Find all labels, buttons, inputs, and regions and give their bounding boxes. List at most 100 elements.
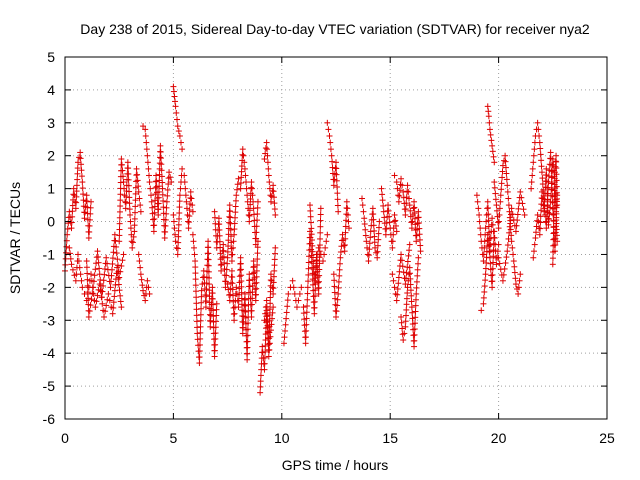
data-point xyxy=(162,216,169,223)
data-point xyxy=(217,244,224,251)
data-point xyxy=(395,274,402,281)
data-point xyxy=(125,176,132,183)
x-tick-label: 5 xyxy=(170,430,178,446)
data-point xyxy=(94,292,101,299)
data-point xyxy=(111,231,118,238)
data-point xyxy=(528,185,535,192)
data-point xyxy=(64,225,71,232)
data-point xyxy=(313,258,320,265)
data-point xyxy=(366,246,373,253)
data-point xyxy=(74,165,81,172)
data-point xyxy=(534,211,541,218)
data-point xyxy=(553,232,560,239)
data-point xyxy=(140,123,147,130)
data-point xyxy=(341,248,348,255)
data-point xyxy=(248,179,255,186)
data-point xyxy=(155,200,162,207)
data-point xyxy=(365,252,372,259)
data-point xyxy=(163,198,170,205)
data-point xyxy=(408,219,415,226)
data-point xyxy=(92,304,99,311)
data-point xyxy=(305,259,312,266)
data-point xyxy=(341,241,348,248)
data-point xyxy=(399,182,406,189)
data-point xyxy=(261,317,268,324)
data-point xyxy=(553,226,560,233)
data-point xyxy=(192,288,199,295)
data-point xyxy=(544,196,551,203)
data-point xyxy=(244,344,251,351)
data-point xyxy=(343,198,350,205)
data-point xyxy=(197,311,204,318)
data-point xyxy=(400,269,407,276)
data-point xyxy=(314,274,321,281)
data-point xyxy=(335,278,342,285)
data-point xyxy=(192,258,199,265)
data-point xyxy=(263,139,270,146)
data-point xyxy=(515,284,522,291)
data-point xyxy=(212,335,219,342)
data-point xyxy=(179,146,186,153)
data-point xyxy=(246,218,253,225)
data-point xyxy=(69,208,76,215)
data-point xyxy=(227,291,234,298)
data-point xyxy=(99,300,106,307)
data-point xyxy=(95,253,102,260)
data-point xyxy=(370,211,377,218)
data-point xyxy=(216,238,223,245)
data-point xyxy=(135,183,142,190)
data-point xyxy=(501,265,508,272)
data-point xyxy=(188,195,195,202)
data-point xyxy=(553,171,560,178)
data-point xyxy=(476,218,483,225)
data-point xyxy=(494,248,501,255)
data-point xyxy=(415,214,422,221)
data-point xyxy=(538,163,545,170)
data-point xyxy=(317,235,324,242)
data-point xyxy=(253,291,260,298)
data-point xyxy=(380,202,387,209)
data-point xyxy=(335,208,342,215)
data-point xyxy=(86,308,93,315)
data-point xyxy=(92,266,99,273)
data-point xyxy=(237,185,244,192)
data-point xyxy=(232,197,239,204)
data-point xyxy=(486,254,493,261)
data-point xyxy=(118,161,125,168)
data-point xyxy=(371,227,378,234)
data-point xyxy=(383,225,390,232)
data-point xyxy=(182,185,189,192)
data-point xyxy=(104,260,111,267)
data-point xyxy=(113,243,120,250)
data-point xyxy=(173,244,180,251)
data-point xyxy=(196,347,203,354)
data-point xyxy=(323,238,330,245)
data-point xyxy=(101,266,108,273)
data-point xyxy=(246,277,253,284)
data-point xyxy=(84,282,91,289)
data-point xyxy=(264,322,271,329)
data-point xyxy=(175,221,182,228)
data-point xyxy=(327,139,334,146)
data-point xyxy=(205,262,212,269)
data-point xyxy=(547,192,554,199)
data-point xyxy=(171,225,178,232)
data-point xyxy=(157,148,164,155)
data-point xyxy=(209,284,216,291)
data-point xyxy=(389,244,396,251)
y-axis-ticks: -6 -5 -4 -3 -2 -1 0 1 2 3 4 5 xyxy=(43,49,607,427)
data-point xyxy=(206,281,213,288)
data-point xyxy=(127,225,134,232)
data-point xyxy=(360,208,367,215)
data-point xyxy=(535,126,542,133)
data-point xyxy=(365,258,372,265)
data-point xyxy=(165,181,172,188)
data-point xyxy=(215,215,222,222)
data-point xyxy=(106,297,113,304)
data-point xyxy=(119,173,126,180)
data-point xyxy=(253,273,260,280)
data-point xyxy=(507,226,514,233)
data-point xyxy=(342,229,349,236)
data-point xyxy=(194,330,201,337)
data-point xyxy=(197,335,204,342)
